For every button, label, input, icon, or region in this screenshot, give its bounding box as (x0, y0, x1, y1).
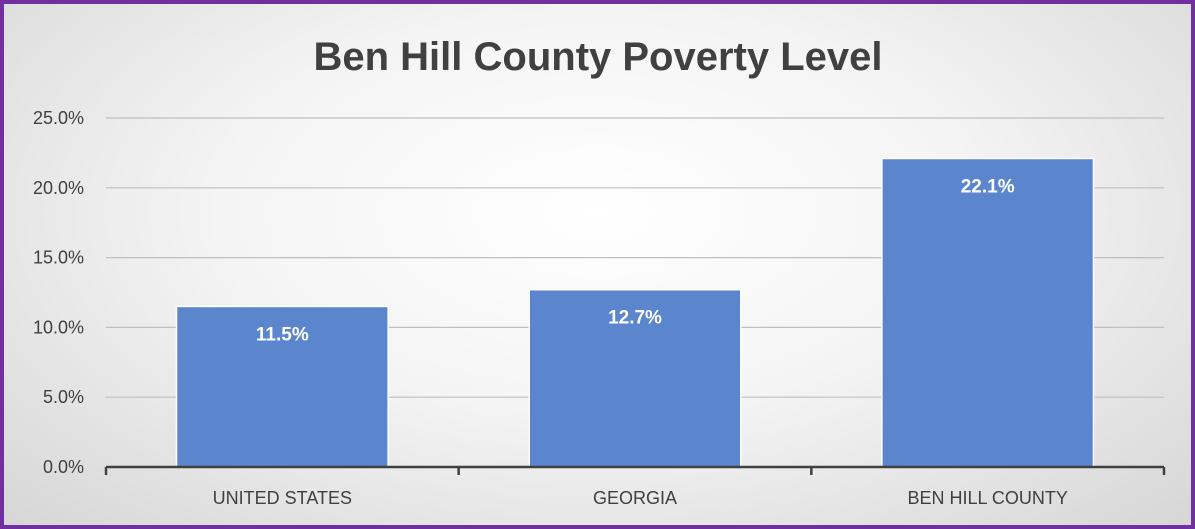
y-axis-ticks: 0.0% 5.0% 10.0% 15.0% 20.0% 25.0% (33, 108, 84, 477)
x-tick-label: GEORGIA (593, 488, 677, 508)
y-tick-label: 0.0% (43, 457, 84, 477)
y-tick-label: 10.0% (33, 317, 84, 337)
category-labels: UNITED STATES GEORGIA BEN HILL COUNTY (213, 488, 1068, 508)
y-tick-label: 15.0% (33, 248, 84, 268)
bar (881, 157, 1095, 468)
data-label: 11.5% (256, 324, 309, 345)
bars (175, 157, 1095, 468)
chart-title: Ben Hill County Poverty Level (313, 35, 882, 79)
y-tick-label: 5.0% (43, 387, 84, 407)
x-tick-label: BEN HILL COUNTY (907, 488, 1067, 508)
x-axis (104, 465, 1166, 475)
data-labels: 11.5% 12.7% 22.1% (256, 176, 1015, 345)
y-tick-label: 20.0% (33, 178, 84, 198)
data-label: 22.1% (961, 176, 1015, 197)
y-tick-label: 25.0% (33, 108, 84, 128)
bar (528, 288, 742, 468)
x-tick-label: UNITED STATES (213, 488, 352, 508)
data-label: 12.7% (608, 308, 662, 329)
